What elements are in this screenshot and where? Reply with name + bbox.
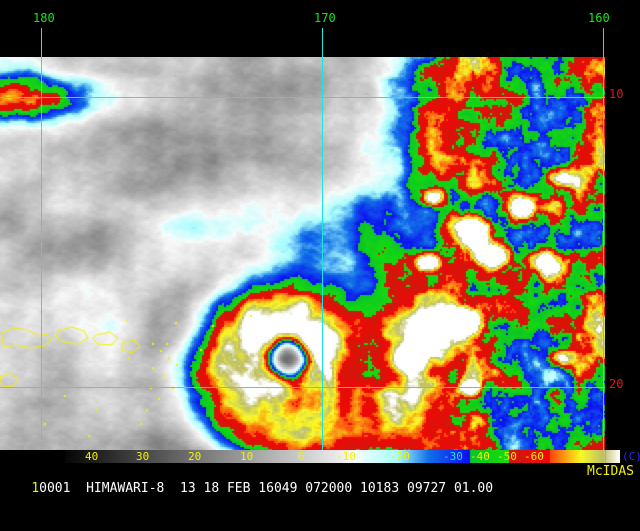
colorbar-ramp: [65, 450, 620, 463]
gridline-latitude-10: [0, 97, 605, 98]
temperature-colorbar[interactable]: (C) 40 30 20 10 0 -10 -20 -30 -40 -50 -60: [0, 450, 640, 463]
status-text: 0001 HIMAWARI-8 13 18 FEB 16049 072000 1…: [39, 481, 494, 496]
lon-label-170: 170: [314, 11, 336, 25]
colorbar-tick-0: 40: [85, 450, 99, 463]
colorbar-tick-6: -20: [390, 450, 410, 463]
gridline-latitude-20: [0, 387, 605, 388]
mcidas-brand-label: McIDAS: [587, 464, 634, 479]
colorbar-tick-3: 10: [240, 450, 254, 463]
colorbar-tick-8: -40: [470, 450, 490, 463]
satellite-image-panel[interactable]: [0, 57, 605, 450]
colorbar-tick-7: -30: [443, 450, 463, 463]
frame-index-label: 1: [31, 481, 40, 496]
gridline-longitude-170: [322, 28, 323, 450]
colorbar-tick-10: -60: [524, 450, 544, 463]
colorbar-tick-2: 20: [188, 450, 202, 463]
colorbar-tick-1: 30: [136, 450, 150, 463]
gridline-longitude-160: [603, 28, 604, 450]
gridline-longitude-180: [41, 28, 42, 450]
mcidas-satellite-window: 180 170 160 10 20 (C) 40 30 20 10 0 -10 -20 -30…: [0, 11, 640, 496]
colorbar-tick-9: -50: [497, 450, 517, 463]
infrared-satellite-image[interactable]: [0, 57, 605, 450]
lon-label-180: 180: [33, 11, 55, 25]
colorbar-tick-5: -10: [336, 450, 356, 463]
lon-label-160: 160: [588, 11, 610, 25]
lat-label-20: 20: [609, 377, 624, 391]
status-caption-bar: 10001 HIMAWARI-8 13 18 FEB 16049 072000 …: [0, 463, 640, 496]
colorbar-tick-4: 0: [298, 450, 305, 463]
colorbar-unit-label: (C): [622, 450, 640, 463]
lat-label-10: 10: [609, 87, 624, 101]
colorbar-end-tick: [605, 450, 606, 463]
